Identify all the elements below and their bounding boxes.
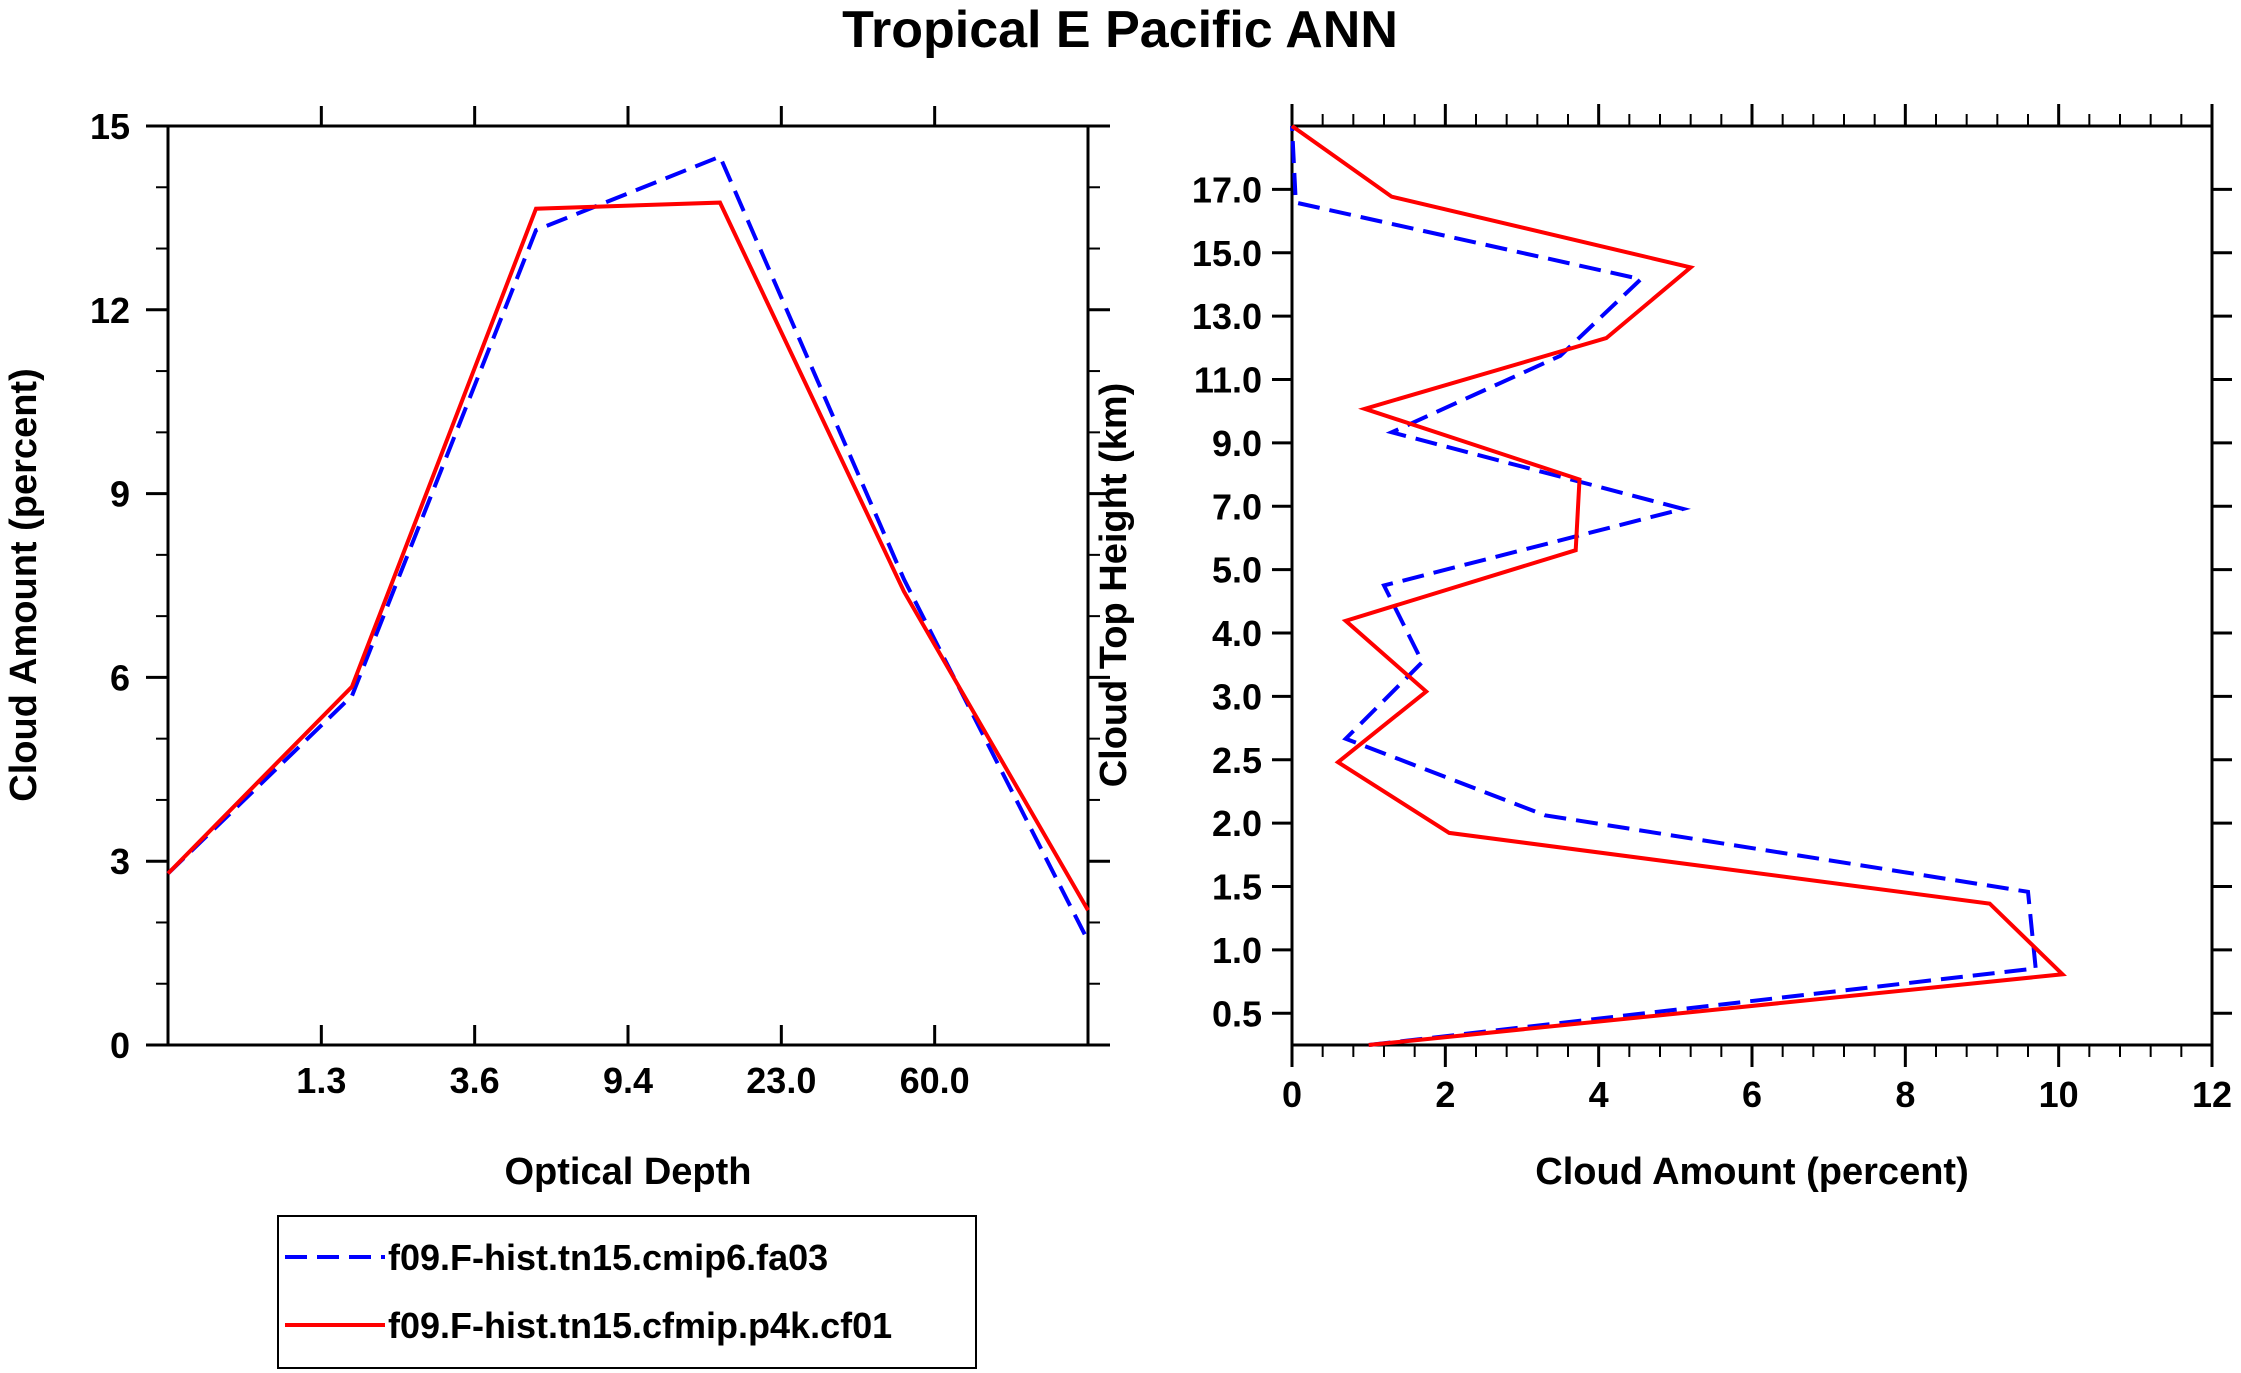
- right-y-axis-label: Cloud Top Height (km): [1093, 383, 1135, 788]
- left-series: [166, 154, 1090, 942]
- right-y-tick-label: 9.0: [1212, 423, 1262, 464]
- left-y-tick-label: 9: [110, 474, 130, 515]
- right-y-tick-label: 17.0: [1192, 169, 1262, 210]
- left-x-tick-label: 9.4: [603, 1060, 653, 1101]
- left-x-tick-label: 60.0: [900, 1060, 970, 1101]
- right-series-line-0: [1290, 125, 2038, 1047]
- right-y-tick-label: 1.5: [1212, 867, 1262, 908]
- right-y-tick-label: 5.0: [1212, 550, 1262, 591]
- legend-label-fa03: f09.F-hist.tn15.cmip6.fa03: [388, 1237, 828, 1278]
- legend-box: [277, 1215, 977, 1369]
- left-y-axis-label: Cloud Amount (percent): [3, 368, 45, 801]
- right-y-tick-label: 3.0: [1212, 676, 1262, 717]
- right-x-tick-label: 0: [1282, 1074, 1302, 1115]
- left-y-tick-label: 0: [110, 1025, 130, 1066]
- left-x-tick-label: 23.0: [746, 1060, 816, 1101]
- left-y-tick-label: 12: [90, 290, 130, 331]
- left-x-tick-label: 3.6: [450, 1060, 500, 1101]
- right-x-tick-label: 4: [1589, 1074, 1609, 1115]
- right-x-axis-label: Cloud Amount (percent): [1535, 1151, 1968, 1193]
- right-panel: 0.5 1.0 1.5 2.0 2.5 3.0 4.0 5.0 7.0 9.0 11.0 13.0 15…: [1093, 104, 2232, 1193]
- right-y-tick-label: 7.0: [1212, 486, 1262, 527]
- right-y-tick-label: 1.0: [1212, 930, 1262, 971]
- right-y-tick-label: 2.0: [1212, 803, 1262, 844]
- right-y-tick-label: 0.5: [1212, 993, 1262, 1034]
- legend: f09.F-hist.tn15.cmip6.fa03 f09.F-hist.tn…: [277, 1215, 977, 1369]
- right-y-tick-label: 11.0: [1194, 360, 1262, 401]
- figure-title: Tropical E Pacific ANN: [842, 1, 1398, 59]
- left-series-line-0: [166, 154, 1090, 942]
- right-series: [1290, 124, 2067, 1047]
- left-x-axis-label: Optical Depth: [504, 1151, 751, 1193]
- right-y-tick-label: 15.0: [1192, 233, 1262, 274]
- right-ticks: 0.5 1.0 1.5 2.0 2.5 3.0 4.0 5.0 7.0 9.0 11.0 13.0 15…: [1192, 104, 2232, 1115]
- right-plot-frame: [1290, 124, 2214, 1047]
- left-x-tick-label: 1.3: [296, 1060, 346, 1101]
- left-y-tick-label: 3: [110, 841, 130, 882]
- right-x-tick-label: 12: [2192, 1074, 2232, 1115]
- right-x-tick-label: 10: [2039, 1074, 2079, 1115]
- left-series-line-1: [166, 200, 1090, 912]
- right-y-tick-label: 2.5: [1212, 740, 1262, 781]
- right-x-tick-label: 2: [1435, 1074, 1455, 1115]
- left-y-tick-label: 15: [90, 106, 130, 147]
- left-plot-frame: [166, 124, 1090, 1047]
- legend-label-cf01: f09.F-hist.tn15.cfmip.p4k.cf01: [388, 1305, 892, 1346]
- right-y-tick-label: 4.0: [1212, 613, 1262, 654]
- left-ticks: 1.3 3.6 9.4 23.0 60.0 0 3 6 9 12 15: [90, 106, 1110, 1101]
- left-y-tick-label: 6: [110, 657, 130, 698]
- right-series-line-1: [1290, 124, 2067, 1047]
- right-x-tick-label: 8: [1895, 1074, 1915, 1115]
- right-y-tick-label: 13.0: [1192, 296, 1262, 337]
- right-x-tick-label: 6: [1742, 1074, 1762, 1115]
